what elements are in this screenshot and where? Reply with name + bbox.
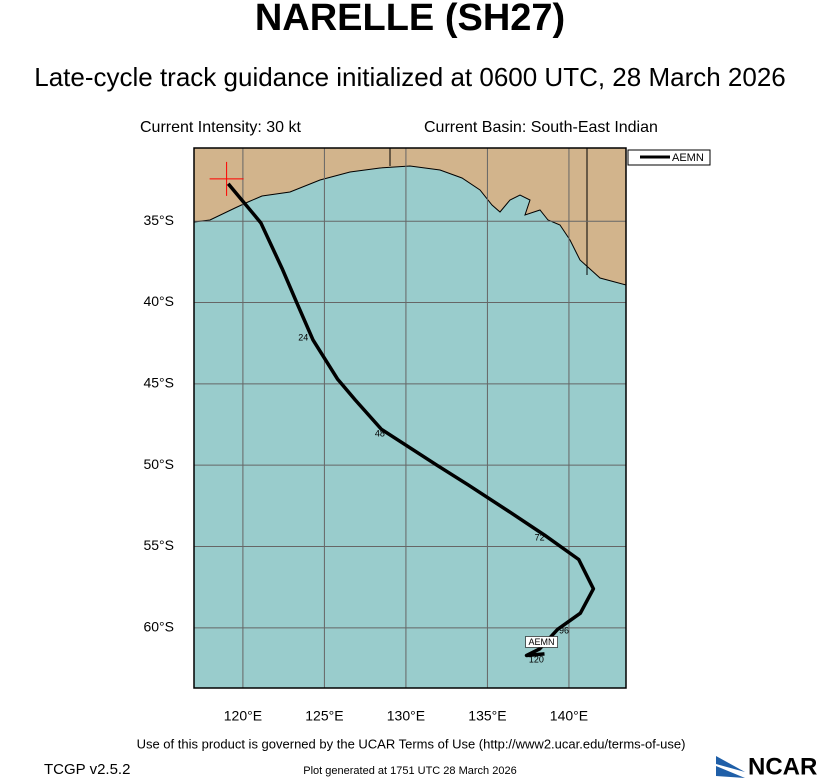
logo-mark bbox=[716, 756, 745, 778]
end-label: AEMN bbox=[529, 637, 555, 647]
version: TCGP v2.5.2 bbox=[44, 761, 130, 778]
subtitle: Late-cycle track guidance initialized at… bbox=[34, 62, 786, 92]
hour-label: 72 bbox=[535, 533, 545, 543]
track bbox=[226, 182, 596, 658]
lat-tick-label: 45°S bbox=[143, 375, 174, 391]
end-label-box bbox=[525, 636, 558, 648]
ocean bbox=[194, 148, 626, 688]
generated: Plot generated at 1751 UTC 28 March 2026 bbox=[303, 765, 516, 777]
lat-tick-label: 50°S bbox=[143, 456, 174, 472]
lat-tick-label: 55°S bbox=[143, 537, 174, 553]
basin: Current Basin: South-East Indian bbox=[424, 119, 658, 136]
lat-tick-label: 35°S bbox=[143, 212, 174, 228]
map-frame bbox=[193, 147, 627, 689]
hour-label: 96 bbox=[559, 625, 569, 635]
lon-tick-label: 135°E bbox=[468, 708, 506, 724]
lat-tick-label: 40°S bbox=[143, 293, 174, 309]
lon-tick-label: 140°E bbox=[550, 708, 588, 724]
hour-label: 24 bbox=[298, 333, 308, 343]
hour-label: 48 bbox=[375, 429, 385, 439]
lon-tick-label: 130°E bbox=[387, 708, 425, 724]
lon-tick-label: 120°E bbox=[224, 708, 262, 724]
hour-label: 120 bbox=[529, 655, 544, 665]
lat-tick-label: 60°S bbox=[143, 619, 174, 635]
lon-tick-label: 125°E bbox=[305, 708, 343, 724]
legend-label: AEMN bbox=[672, 152, 704, 164]
land bbox=[193, 147, 627, 286]
title: NARELLE (SH27) bbox=[255, 0, 565, 39]
logo: NCAR bbox=[748, 753, 817, 780]
terms: Use of this product is governed by the U… bbox=[137, 736, 686, 751]
intensity: Current Intensity: 30 kt bbox=[140, 119, 302, 136]
